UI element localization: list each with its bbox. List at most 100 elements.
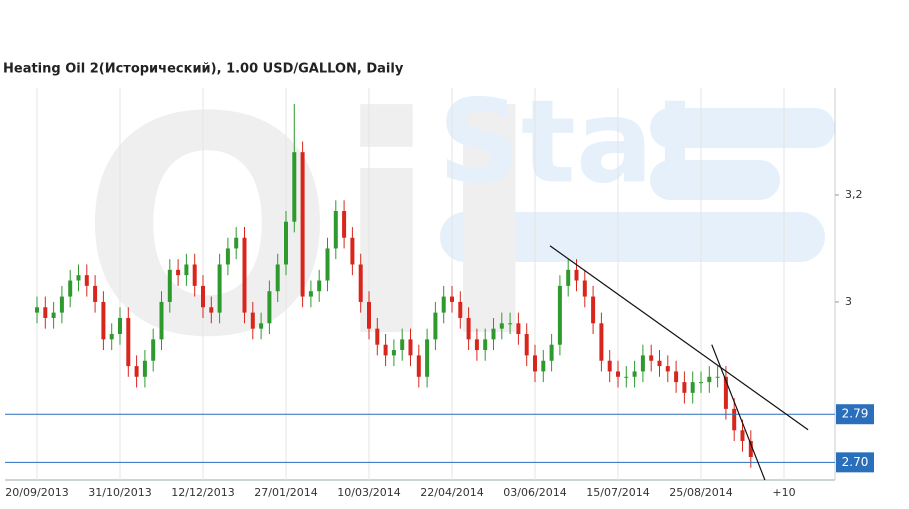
candle-body xyxy=(416,355,421,377)
x-tick-label: +10 xyxy=(772,486,795,499)
candle-body xyxy=(350,237,355,265)
y-tick-label: 3,2 xyxy=(845,188,863,201)
candle-body xyxy=(308,291,313,297)
trend-line xyxy=(549,245,809,431)
candle-body xyxy=(383,344,388,356)
candle-body xyxy=(400,339,405,351)
candle-body xyxy=(76,275,81,281)
candle-body xyxy=(474,339,479,351)
candle-body xyxy=(466,317,471,340)
candle-body xyxy=(707,376,712,383)
candle-body xyxy=(632,371,637,377)
candle-body xyxy=(441,296,446,313)
candle-body xyxy=(715,376,720,378)
watermark: Oil Stat xyxy=(80,54,835,403)
candle-body xyxy=(192,264,197,286)
candle-body xyxy=(300,152,305,297)
watermark-text: Stat xyxy=(438,76,708,210)
candle-body xyxy=(533,355,537,372)
candle-body xyxy=(649,355,654,361)
candle-body xyxy=(259,323,264,329)
watermark-text: Oil xyxy=(80,54,541,403)
candle-body xyxy=(317,280,322,292)
candle-body xyxy=(342,211,347,238)
x-tick-label: 03/06/2014 xyxy=(503,486,566,499)
candle-body xyxy=(483,339,488,351)
candle-body xyxy=(134,366,139,377)
x-tick-label: 27/01/2014 xyxy=(254,486,317,499)
x-tick-label: 20/09/2013 xyxy=(5,486,68,499)
x-tick-label: 12/12/2013 xyxy=(171,486,234,499)
candle-body xyxy=(284,221,288,265)
candle-body xyxy=(250,312,255,329)
candle-body xyxy=(217,264,222,313)
candle-body xyxy=(333,211,338,249)
x-tick-label: 31/10/2013 xyxy=(88,486,151,499)
candle-body xyxy=(234,237,239,249)
x-tick-label: 15/07/2014 xyxy=(586,486,649,499)
candle-body xyxy=(209,307,214,313)
candle-body xyxy=(367,301,371,329)
x-tick-label: 22/04/2014 xyxy=(420,486,483,499)
y-tick-label: 3 xyxy=(845,295,852,308)
chart-title: Heating Oil 2(Исторический), 1.00 USD/GA… xyxy=(3,62,404,77)
candle-body xyxy=(51,312,56,318)
candle-body xyxy=(582,280,587,297)
candle-body xyxy=(624,376,629,378)
candle-body xyxy=(690,382,695,393)
candle-body xyxy=(391,350,396,356)
candle-body xyxy=(740,430,745,441)
candle-body xyxy=(640,355,645,372)
watermark-bar xyxy=(650,108,835,148)
candle-body xyxy=(43,307,48,318)
candle-body xyxy=(657,360,662,367)
candle-body xyxy=(458,301,463,318)
candle-body xyxy=(665,366,670,372)
candle-body xyxy=(748,440,753,458)
candle-body xyxy=(591,296,596,324)
candle-body xyxy=(699,382,703,384)
candle-body xyxy=(167,269,172,302)
candle-body xyxy=(425,339,430,377)
candle-body xyxy=(723,376,728,409)
candle-body xyxy=(607,360,612,372)
candle-body xyxy=(499,323,504,329)
candle-body xyxy=(516,323,521,335)
candle-body xyxy=(35,307,39,313)
candle-body xyxy=(450,296,454,302)
level-label-box xyxy=(836,452,874,473)
candle-body xyxy=(59,296,64,313)
candle-body xyxy=(275,264,280,292)
trend-line xyxy=(711,344,766,481)
candle-body xyxy=(225,248,230,265)
x-tick-label: 10/03/2014 xyxy=(337,486,400,499)
candle-body xyxy=(682,382,687,393)
candle-body xyxy=(574,269,579,281)
candle-body xyxy=(84,275,89,286)
watermark-bar xyxy=(650,160,780,200)
candle-body xyxy=(491,328,496,340)
candle-body xyxy=(142,360,147,377)
level-label: 2.79 xyxy=(842,407,869,421)
candle-body xyxy=(433,312,438,340)
candle-body xyxy=(541,360,546,372)
candle-body xyxy=(358,264,363,302)
candle-body xyxy=(109,334,114,340)
candle-body xyxy=(508,323,513,325)
candle-body xyxy=(159,301,164,340)
candle-body xyxy=(184,264,189,276)
candle-body xyxy=(126,317,131,367)
candle-body xyxy=(616,371,620,377)
level-label-box xyxy=(836,404,874,425)
level-label: 2.70 xyxy=(842,455,869,469)
candle-body xyxy=(267,291,272,324)
x-tick-label: 25/08/2014 xyxy=(669,486,732,499)
candle-body xyxy=(176,269,181,276)
candle-body xyxy=(292,152,297,222)
candle-body xyxy=(118,317,122,335)
candle-body xyxy=(101,301,106,340)
candle-body xyxy=(524,334,529,356)
candle-body xyxy=(599,323,604,361)
